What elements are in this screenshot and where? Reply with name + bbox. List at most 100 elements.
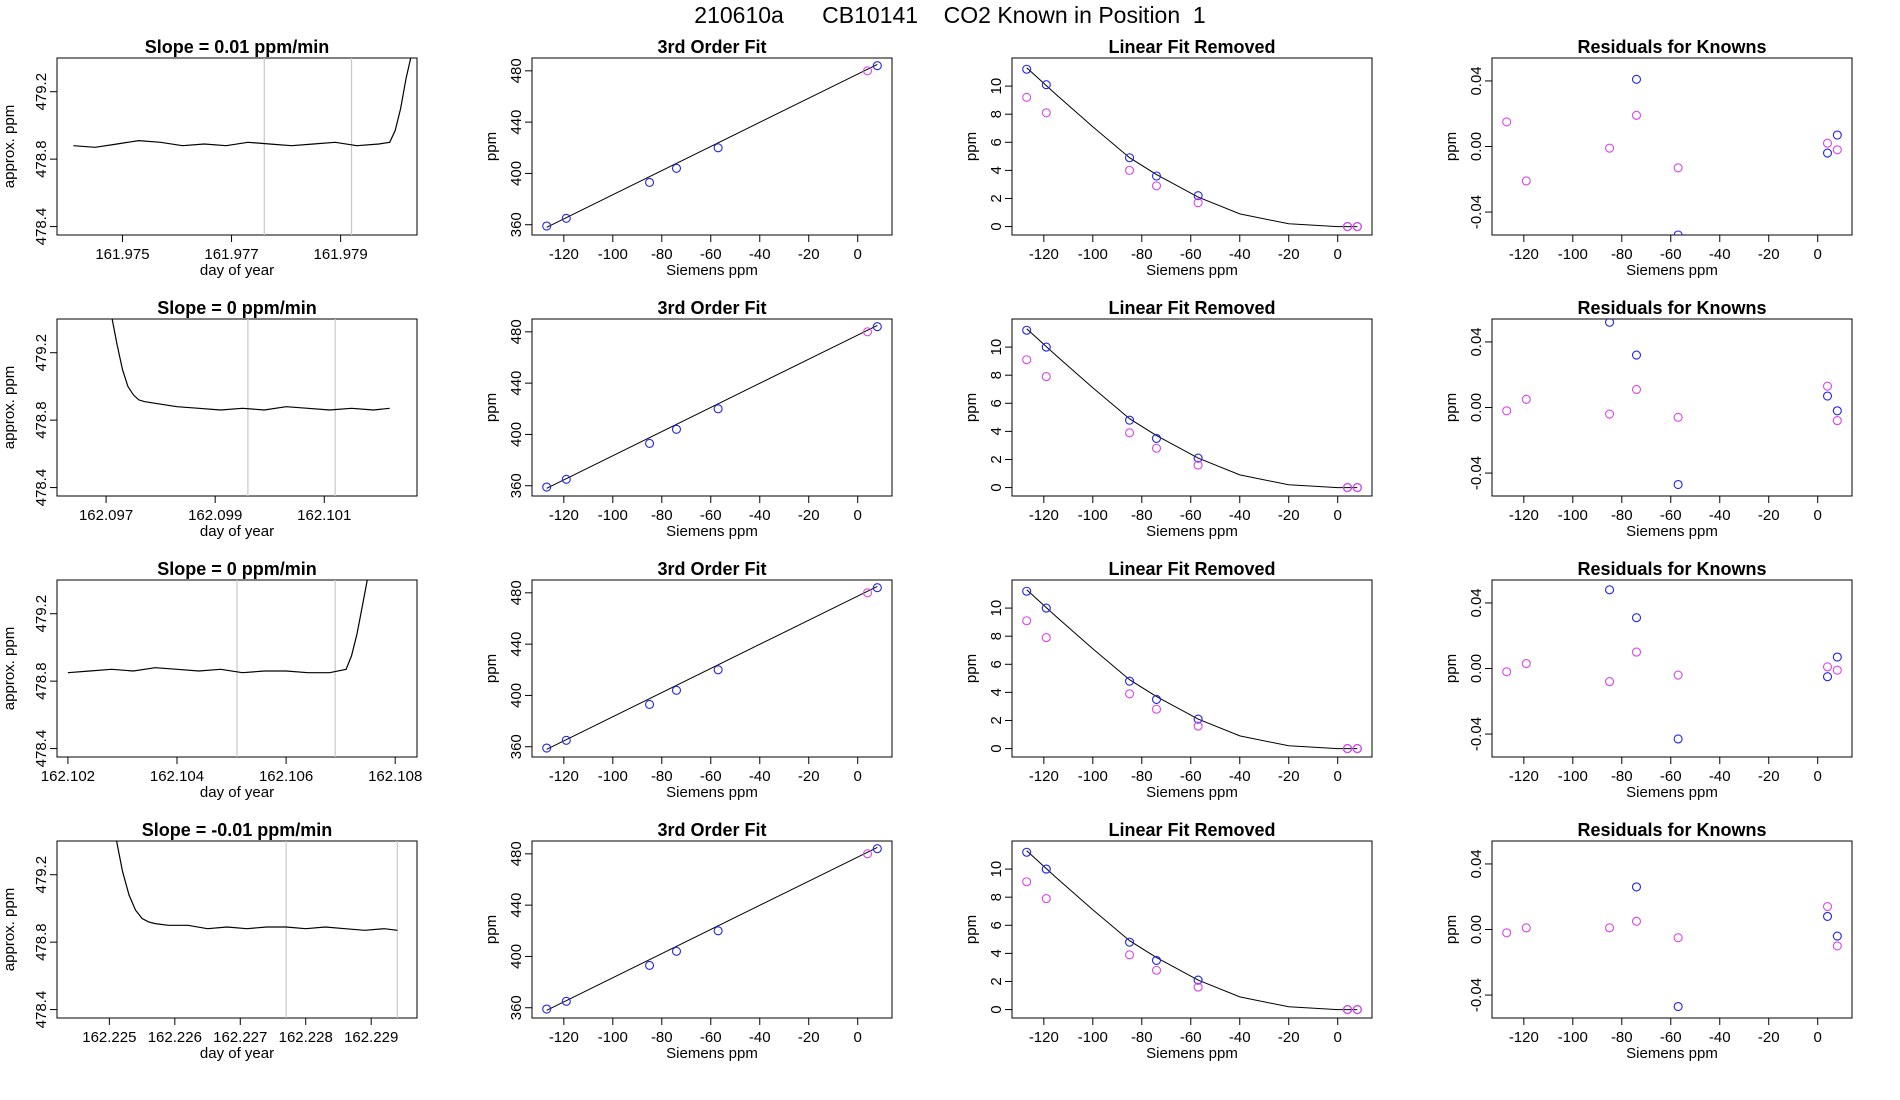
- magenta-point: [1832, 145, 1842, 155]
- x-tick-label: -60: [1180, 507, 1202, 524]
- fit-curve: [1026, 67, 1358, 228]
- panel-r4-c3: Linear Fit Removed -120 -100 -80 -60 -40 -20 0 S…: [963, 820, 1373, 1062]
- y-tick-label: -0.04: [1468, 456, 1485, 490]
- x-tick-label: -100: [1558, 507, 1588, 524]
- y-tick-label: 4: [988, 427, 1005, 435]
- magenta-point: [1342, 1005, 1353, 1015]
- x-tick-label: 162.106: [259, 768, 313, 785]
- panel-title: Residuals for Knowns: [1577, 559, 1766, 579]
- blue-point: [1022, 64, 1032, 74]
- x-axis-label: Siemens ppm: [666, 262, 758, 279]
- blue-point: [713, 404, 723, 414]
- magenta-point: [1502, 406, 1512, 416]
- x-tick-label: -60: [1660, 768, 1682, 785]
- magenta-point: [1022, 355, 1032, 365]
- blue-point: [1193, 975, 1203, 985]
- panel-title: Slope = 0 ppm/min: [157, 559, 317, 579]
- blue-point: [542, 221, 552, 231]
- blue-point: [1832, 406, 1842, 416]
- x-tick-label: -120: [1029, 246, 1059, 263]
- blue-point: [542, 743, 552, 753]
- x-tick-label: 162.227: [213, 1029, 267, 1046]
- y-axis-label: approx. ppm: [1, 627, 18, 710]
- x-tick-label: 0: [1334, 1029, 1342, 1046]
- blue-point: [645, 177, 655, 187]
- y-tick-label: 480: [508, 580, 525, 605]
- y-tick-label: 0: [988, 744, 1005, 752]
- blue-point: [1673, 479, 1683, 490]
- x-tick-label: 162.226: [148, 1029, 202, 1046]
- magenta-point: [1822, 902, 1833, 912]
- blue-point: [1673, 734, 1683, 744]
- x-axis-label: Siemens ppm: [1146, 262, 1238, 279]
- blue-point: [561, 735, 571, 745]
- blue-point: [1832, 652, 1842, 662]
- x-tick-label: -120: [549, 1029, 579, 1046]
- magenta-point: [1502, 117, 1512, 127]
- x-tick-label: -20: [1278, 1029, 1300, 1046]
- y-tick-label: 478.8: [33, 923, 50, 961]
- magenta-point: [1022, 877, 1032, 887]
- plot-area: [111, 319, 390, 496]
- magenta-point: [1342, 222, 1353, 232]
- x-axis-label: Siemens ppm: [666, 523, 758, 540]
- magenta-point: [1041, 894, 1051, 904]
- magenta-point: [1041, 372, 1051, 382]
- x-tick-label: 0: [1814, 1029, 1822, 1046]
- x-tick-label: -100: [598, 768, 628, 785]
- y-tick-label: 0.00: [1468, 132, 1485, 161]
- panel-r4-c4: Residuals for Knowns -120 -100 -80 -60 -40 -20…: [1443, 820, 1853, 1062]
- magenta-point: [1832, 941, 1842, 951]
- y-tick-label: 440: [508, 110, 525, 135]
- x-tick-label: -80: [651, 1029, 673, 1046]
- x-tick-label: -40: [1229, 1029, 1251, 1046]
- plot-area: [1022, 847, 1362, 1015]
- x-tick-label: -100: [1078, 246, 1108, 263]
- magenta-point: [1631, 110, 1642, 120]
- blue-point: [542, 1004, 552, 1014]
- x-tick-label: -100: [598, 1029, 628, 1046]
- y-tick-label: 6: [988, 921, 1005, 929]
- x-tick-label: -20: [798, 246, 820, 263]
- y-tick-label: 478.4: [33, 991, 50, 1029]
- y-axis-label: ppm: [483, 393, 500, 422]
- y-tick-label: 10: [988, 78, 1005, 95]
- y-axis-label: approx. ppm: [1, 105, 18, 188]
- plot-frame: [1011, 579, 1373, 758]
- magenta-point: [1342, 483, 1353, 493]
- series-line: [67, 580, 368, 674]
- y-axis-label: ppm: [963, 915, 980, 944]
- x-tick-label: -20: [1758, 246, 1780, 263]
- magenta-point: [862, 849, 873, 859]
- panel-r2-c2: 3rd Order Fit -120 -100 -80 -60 -40 -20 0 Siemen…: [483, 298, 893, 540]
- magenta-point: [1352, 222, 1362, 232]
- plot-area: [1502, 585, 1842, 744]
- x-tick-label: -40: [1229, 507, 1251, 524]
- y-axis-label: ppm: [1443, 393, 1460, 422]
- x-tick-label: 162.104: [150, 768, 204, 785]
- series-line: [111, 319, 390, 411]
- y-tick-label: 478.8: [33, 140, 50, 178]
- fit-curve: [1026, 589, 1358, 750]
- x-tick-label: -100: [598, 246, 628, 263]
- x-tick-label: -40: [1709, 768, 1731, 785]
- magenta-point: [1125, 950, 1135, 960]
- plot-area: [73, 58, 412, 235]
- y-tick-label: 0.00: [1468, 654, 1485, 683]
- magenta-point: [1521, 176, 1531, 186]
- x-tick-label: -80: [1131, 507, 1153, 524]
- x-tick-label: 0: [854, 768, 862, 785]
- magenta-point: [1673, 163, 1683, 173]
- plot-area: [1022, 325, 1362, 493]
- panel-title: Slope = -0.01 ppm/min: [142, 820, 333, 840]
- panel-r2-c1: Slope = 0 ppm/min 162.097 162.099 162.101 da…: [1, 298, 418, 540]
- x-tick-label: -60: [1180, 1029, 1202, 1046]
- x-tick-label: -20: [1758, 507, 1780, 524]
- y-tick-label: 6: [988, 660, 1005, 668]
- magenta-point: [1193, 721, 1203, 731]
- y-tick-label: 479.2: [33, 856, 50, 894]
- blue-point: [713, 143, 723, 153]
- x-tick-label: -100: [1078, 1029, 1108, 1046]
- panel-r3-c1: Slope = 0 ppm/min 162.102 162.104 162.106 16…: [1, 559, 422, 801]
- blue-point: [1631, 74, 1642, 84]
